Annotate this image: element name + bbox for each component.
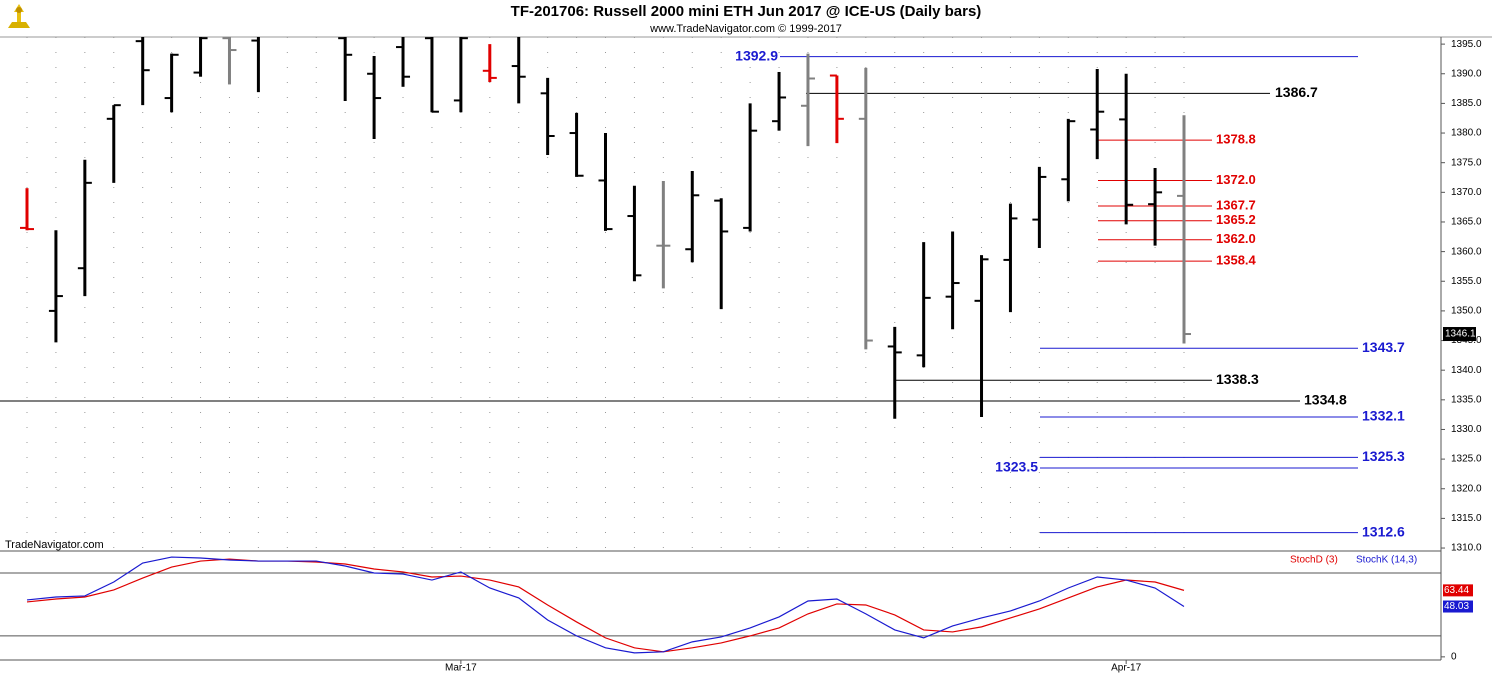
y-tick-label: 1370.0 xyxy=(1451,187,1482,198)
level-label: 1332.1 xyxy=(1362,408,1405,424)
y-tick-label: 1355.0 xyxy=(1451,276,1482,287)
y-tick-label: 1315.0 xyxy=(1451,513,1482,524)
level-label: 1343.7 xyxy=(1362,339,1405,355)
y-tick-label: 1380.0 xyxy=(1451,128,1482,139)
level-label: 1338.3 xyxy=(1216,371,1259,387)
level-label: 1392.9 xyxy=(735,47,778,63)
y-tick-label: 0 xyxy=(1451,651,1457,662)
level-label: 1334.8 xyxy=(1304,392,1347,408)
level-label: 1372.0 xyxy=(1216,172,1256,187)
watermark: TradeNavigator.com xyxy=(5,539,104,551)
level-label: 1367.7 xyxy=(1216,197,1256,212)
y-tick-label: 1395.0 xyxy=(1451,39,1482,50)
stoch-line xyxy=(26,556,1185,654)
x-tick-label: Mar-17 xyxy=(445,663,477,674)
y-tick-label: 1360.0 xyxy=(1451,246,1482,257)
level-label: 1323.5 xyxy=(995,459,1038,475)
level-label: 1386.7 xyxy=(1275,84,1318,100)
y-tick-label: 1340.0 xyxy=(1451,365,1482,376)
level-label: 1358.4 xyxy=(1216,253,1257,268)
legend-entry: StochD (3) xyxy=(1290,555,1338,566)
last-price-box xyxy=(1443,327,1476,342)
y-tick-label: 1335.0 xyxy=(1451,394,1482,405)
chart-title: TF-201706: Russell 2000 mini ETH Jun 201… xyxy=(511,3,982,20)
y-tick-label: 1365.0 xyxy=(1451,217,1482,228)
level-label: 1365.2 xyxy=(1216,212,1256,227)
y-tick-label: 1320.0 xyxy=(1451,483,1482,494)
y-tick-label: 1385.0 xyxy=(1451,98,1482,109)
chart-subtitle: www.TradeNavigator.com © 1999-2017 xyxy=(649,23,842,35)
y-tick-label: 1325.0 xyxy=(1451,454,1482,465)
y-tick-label: 1310.0 xyxy=(1451,543,1482,554)
y-tick-label: 1330.0 xyxy=(1451,424,1482,435)
y-tick-label: 1350.0 xyxy=(1451,306,1482,317)
last-value-label: 48.03 xyxy=(1444,601,1469,612)
last-value-box xyxy=(1443,600,1473,613)
level-label: 1312.6 xyxy=(1362,523,1405,539)
level-label: 1378.8 xyxy=(1216,132,1256,147)
last-price-label: 1346.1 xyxy=(1445,329,1476,340)
level-label: 1362.0 xyxy=(1216,231,1256,246)
price-panel xyxy=(0,37,1358,551)
last-value-label: 63.44 xyxy=(1444,585,1469,596)
y-tick-label: 1390.0 xyxy=(1451,68,1482,79)
last-value-box xyxy=(1443,584,1473,597)
level-label: 1325.3 xyxy=(1362,448,1405,464)
x-tick-label: Apr-17 xyxy=(1111,663,1141,674)
y-tick-label: 1375.0 xyxy=(1451,157,1482,168)
legend-entry: StochK (14,3) xyxy=(1356,555,1417,566)
overlay: 1310.0 1315.0 1320.0 1325.0 1330.0 1335.0 1340… xyxy=(0,39,1482,674)
logo xyxy=(8,4,30,28)
